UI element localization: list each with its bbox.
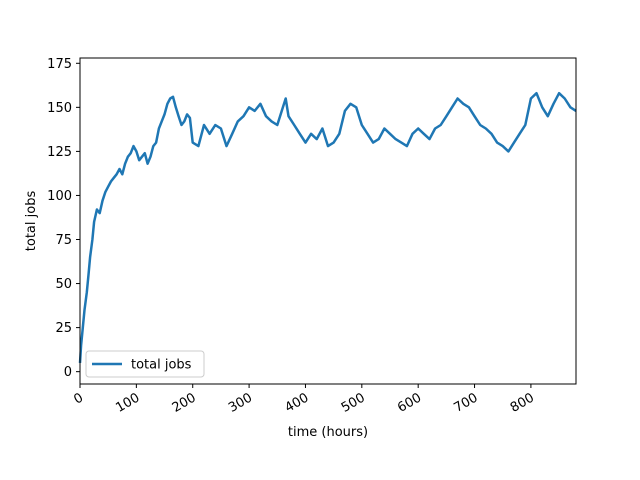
- y-tick-label: 25: [55, 321, 72, 336]
- legend: total jobs: [85, 350, 205, 378]
- legend-label: total jobs: [131, 358, 192, 373]
- y-tick-label: 150: [47, 101, 72, 116]
- y-tick-label: 175: [47, 57, 72, 72]
- legend-box: [85, 350, 205, 378]
- axes-frame: [79, 57, 577, 385]
- y-tick-label: 125: [47, 145, 72, 160]
- y-tick-label: 75: [55, 233, 72, 248]
- plot-area: [78, 91, 577, 363]
- y-tick-label: 50: [55, 277, 72, 292]
- y-tick-label: 0: [64, 365, 72, 380]
- x-axis-label: time (hours): [288, 425, 368, 440]
- series-line-total-jobs: [78, 91, 577, 363]
- y-tick-label: 100: [47, 189, 72, 204]
- y-axis-label: total jobs: [24, 191, 39, 252]
